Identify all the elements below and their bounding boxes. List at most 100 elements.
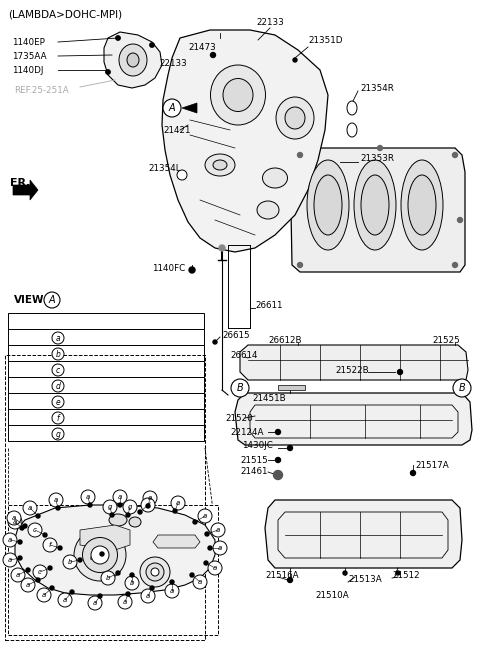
Circle shape (78, 558, 82, 562)
Bar (8, 313, 204, 329)
Circle shape (21, 578, 35, 592)
Circle shape (205, 532, 209, 536)
Circle shape (28, 523, 42, 537)
Ellipse shape (263, 168, 288, 188)
Ellipse shape (213, 160, 227, 170)
Circle shape (52, 348, 64, 360)
Bar (8, 409, 204, 425)
Text: 1430JC: 1430JC (242, 440, 273, 449)
Circle shape (58, 546, 62, 550)
Ellipse shape (354, 160, 396, 250)
Text: 21473: 21473 (188, 42, 216, 52)
Circle shape (52, 412, 64, 424)
Circle shape (276, 457, 280, 463)
Ellipse shape (408, 175, 436, 235)
Polygon shape (182, 103, 197, 113)
Text: 21351D: 21351D (308, 36, 343, 44)
Ellipse shape (276, 97, 314, 139)
Circle shape (48, 566, 52, 570)
Text: 21515: 21515 (240, 455, 268, 465)
Text: .: . (26, 178, 30, 188)
Text: 21356E: 21356E (139, 430, 173, 438)
Text: a: a (170, 588, 174, 594)
Text: PNC: PNC (146, 318, 166, 326)
Circle shape (453, 379, 471, 397)
Circle shape (170, 580, 174, 584)
Text: e: e (56, 397, 60, 406)
Circle shape (208, 546, 212, 550)
Ellipse shape (146, 563, 164, 581)
Circle shape (98, 594, 102, 598)
Text: c: c (33, 527, 37, 533)
Circle shape (63, 555, 77, 569)
Bar (8, 393, 204, 409)
Ellipse shape (127, 53, 139, 67)
Circle shape (377, 146, 383, 150)
Circle shape (146, 504, 150, 508)
Text: a: a (118, 494, 122, 500)
Text: a: a (13, 519, 17, 525)
Text: 26612B: 26612B (268, 336, 301, 344)
Circle shape (43, 538, 57, 552)
Text: A: A (168, 103, 175, 113)
Text: 21513A: 21513A (348, 575, 382, 585)
Circle shape (288, 446, 292, 451)
Text: 1140CG: 1140CG (139, 414, 173, 422)
Text: d: d (146, 502, 150, 508)
Polygon shape (80, 525, 130, 550)
Polygon shape (235, 393, 472, 445)
Circle shape (125, 576, 139, 590)
Text: b: b (56, 350, 60, 359)
Text: a: a (218, 545, 222, 551)
Text: d: d (56, 381, 60, 391)
Text: a: a (176, 500, 180, 506)
Polygon shape (15, 505, 215, 595)
Circle shape (58, 593, 72, 607)
Ellipse shape (129, 517, 141, 527)
Bar (5, 355, 205, 640)
Circle shape (36, 578, 40, 582)
Text: a: a (8, 557, 12, 563)
Circle shape (126, 592, 130, 596)
Text: a: a (8, 537, 12, 543)
Circle shape (11, 568, 25, 582)
Circle shape (193, 520, 197, 524)
Circle shape (118, 503, 122, 507)
Circle shape (18, 540, 22, 544)
Text: 1140FC: 1140FC (152, 263, 185, 273)
Circle shape (81, 490, 95, 504)
Circle shape (213, 340, 217, 344)
Text: a: a (12, 515, 16, 521)
Polygon shape (104, 32, 162, 88)
Text: a: a (93, 600, 97, 606)
Circle shape (43, 533, 47, 537)
Text: a: a (54, 497, 58, 503)
Bar (8, 345, 204, 361)
Text: 21520: 21520 (225, 414, 253, 422)
Text: B: B (237, 383, 243, 393)
Text: 21512: 21512 (392, 571, 420, 579)
Circle shape (204, 561, 208, 565)
Text: a: a (213, 565, 217, 571)
Ellipse shape (109, 514, 127, 526)
Text: a: a (123, 599, 127, 605)
Text: e: e (90, 555, 94, 561)
Circle shape (177, 170, 187, 180)
Circle shape (18, 556, 22, 560)
Circle shape (26, 568, 30, 572)
Polygon shape (162, 30, 328, 252)
Circle shape (23, 501, 37, 515)
Text: SYMBOL: SYMBOL (38, 318, 77, 326)
Circle shape (343, 571, 347, 575)
Circle shape (298, 152, 302, 158)
Ellipse shape (205, 154, 235, 176)
Bar (8, 329, 204, 345)
Circle shape (103, 500, 117, 514)
Text: 1140EZ: 1140EZ (139, 397, 173, 406)
Circle shape (396, 571, 400, 575)
Text: 26614: 26614 (230, 350, 257, 359)
Circle shape (100, 552, 104, 556)
Text: a: a (63, 597, 67, 603)
Bar (8, 505, 218, 635)
Circle shape (211, 52, 216, 58)
